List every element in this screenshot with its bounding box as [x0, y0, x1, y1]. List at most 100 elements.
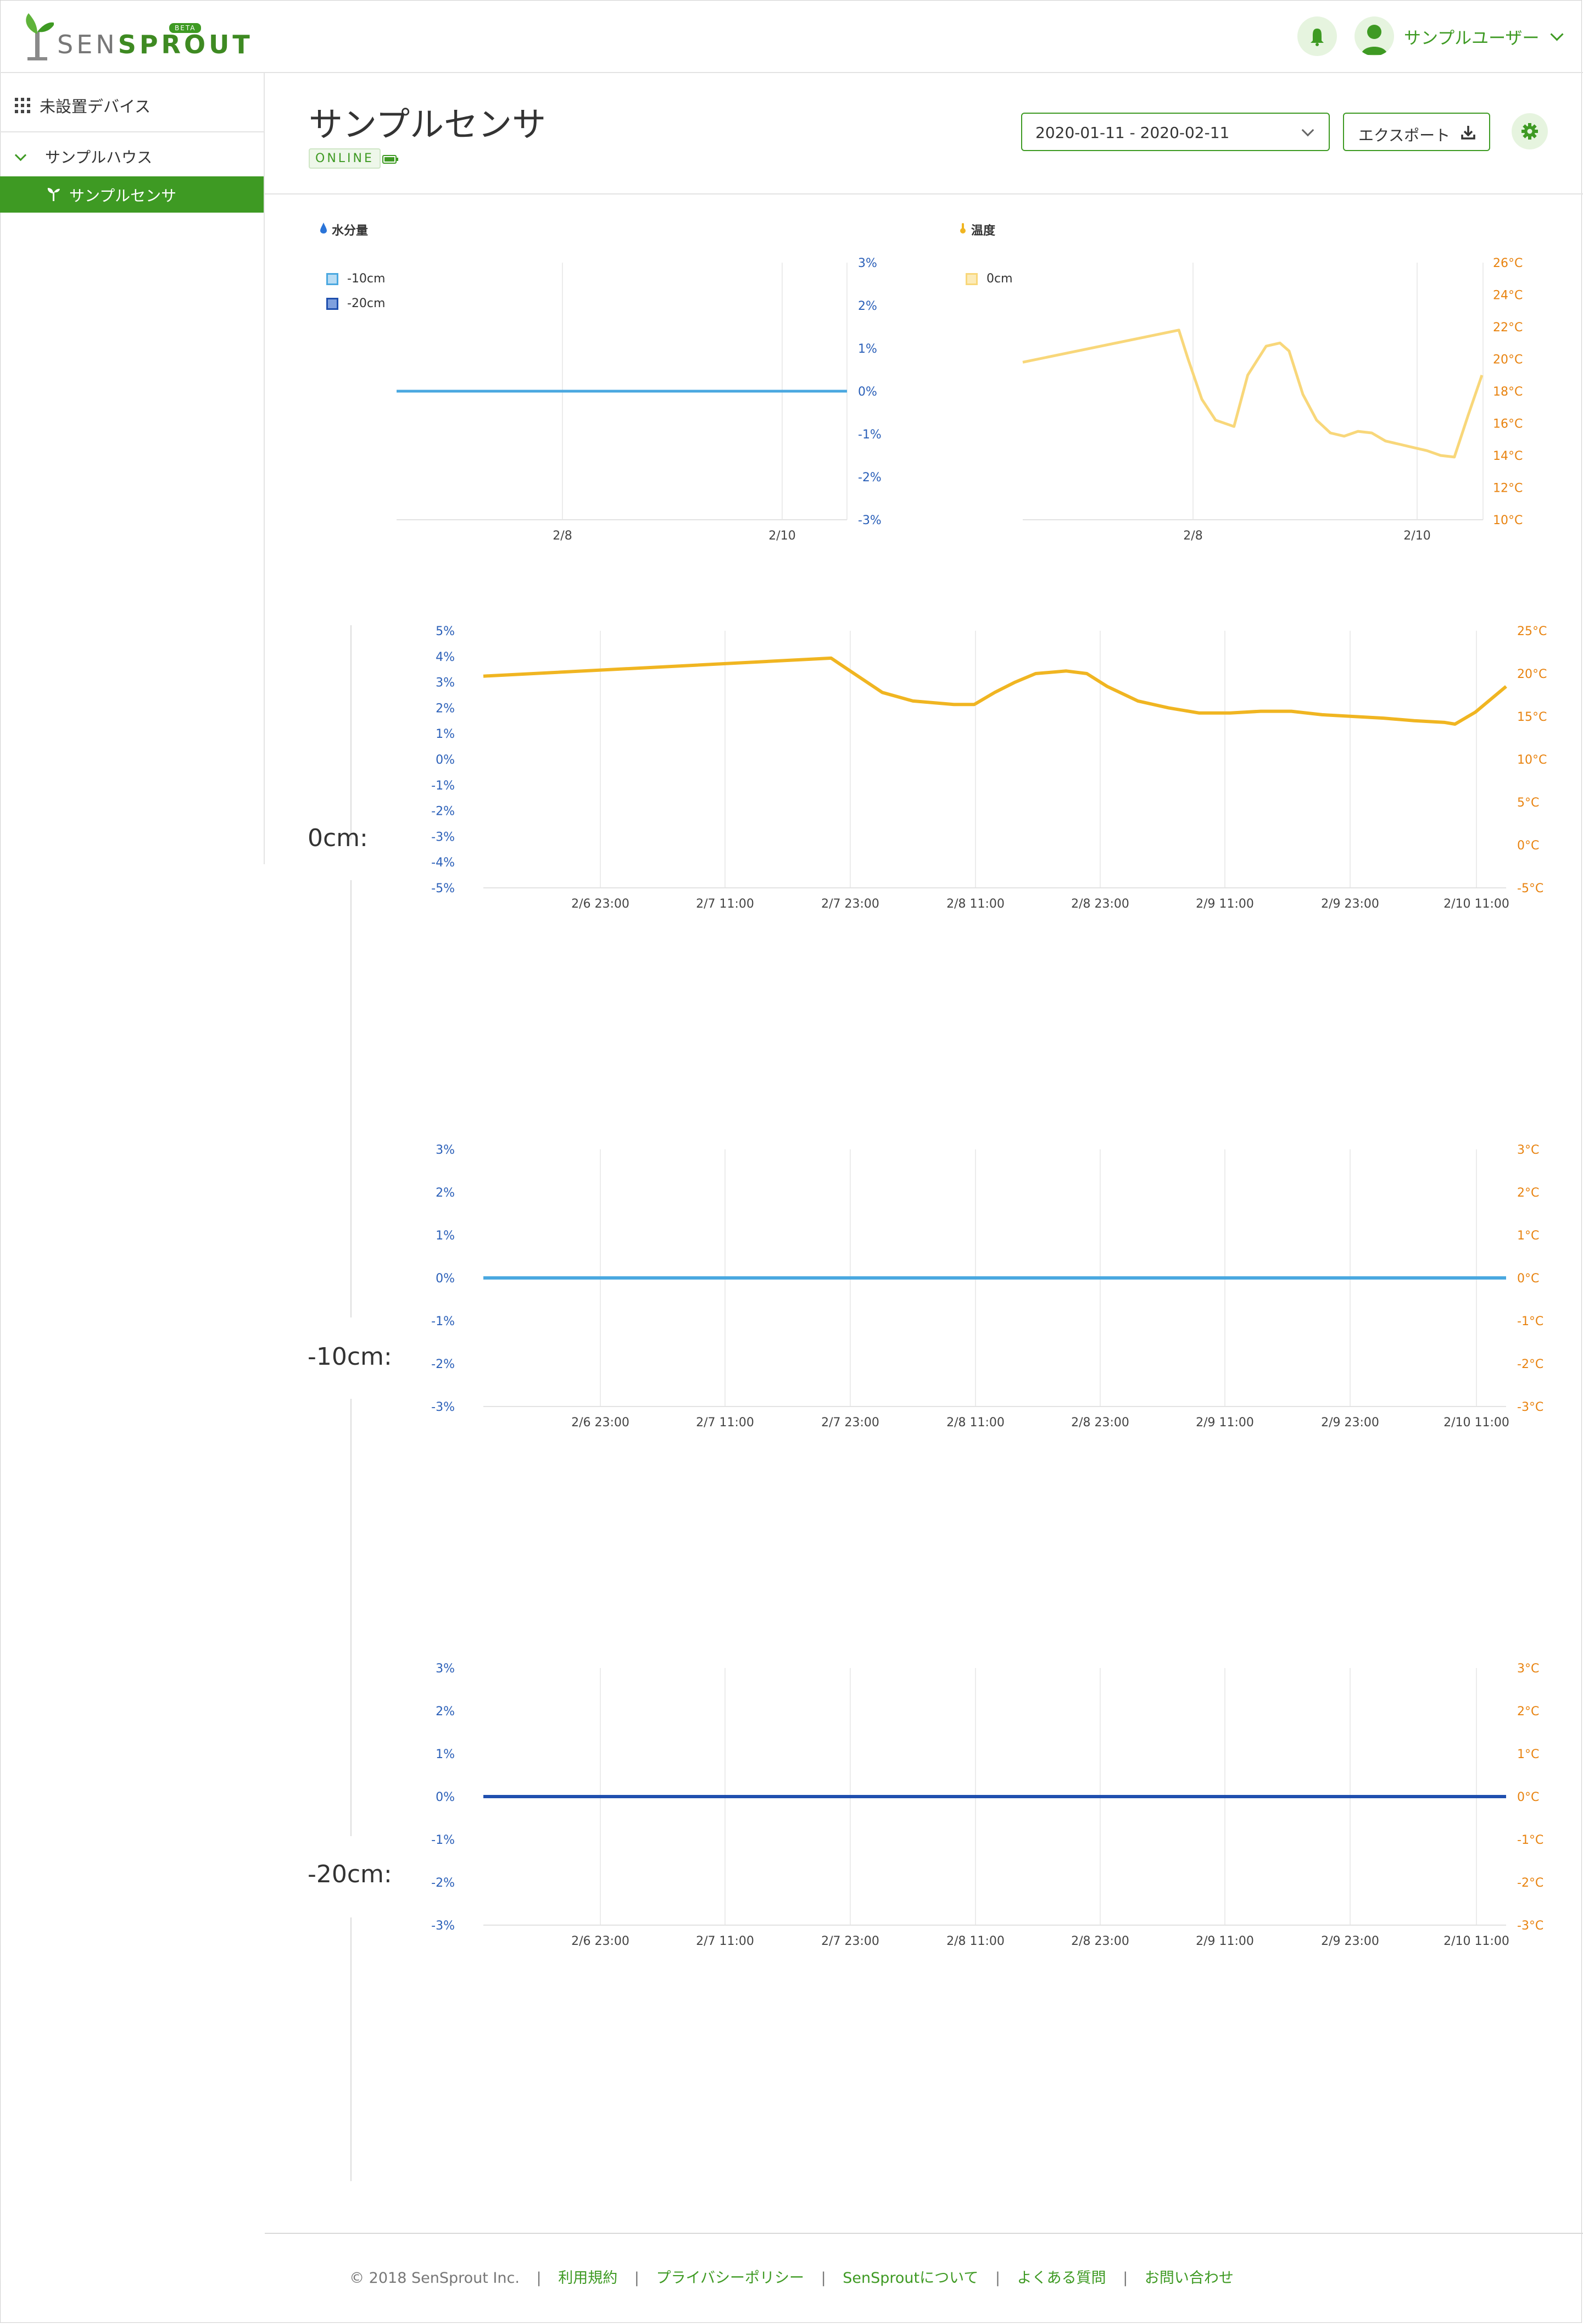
x-tick-label: 2/10 11:00 [1443, 1416, 1509, 1430]
footer-link-terms[interactable]: 利用規約 [558, 2270, 618, 2287]
y-tick-label: -3% [858, 514, 882, 527]
divider [265, 193, 1583, 194]
notification-button[interactable] [1297, 16, 1337, 56]
x-tick-label: 2/7 23:00 [821, 897, 879, 911]
y-tick-label: 20°C [1493, 353, 1523, 367]
y-right-tick-label: 0°C [1517, 1272, 1539, 1286]
legend-swatch [326, 298, 338, 310]
legend-swatch [966, 273, 978, 285]
y-right-tick-label: 3°C [1517, 1662, 1539, 1676]
y-right-tick-label: -3°C [1517, 1919, 1543, 1933]
x-tick-label: 2/8 11:00 [946, 1416, 1005, 1430]
y-tick-label: 0% [858, 385, 877, 399]
x-tick-label: 2/7 11:00 [696, 897, 754, 911]
y-left-tick-label: -3% [431, 1919, 455, 1933]
y-right-tick-label: -1°C [1517, 1315, 1543, 1328]
y-tick-label: 14°C [1493, 449, 1523, 463]
y-right-tick-label: 5°C [1517, 796, 1539, 810]
footer-link-about[interactable]: SenSproutについて [843, 2270, 979, 2287]
y-left-tick-label: -1% [431, 779, 455, 793]
status-badge: ONLINE [309, 148, 381, 169]
sensprout-logo[interactable]: SENSPROUT BETA [21, 8, 250, 63]
y-left-tick-label: -1% [431, 1315, 455, 1328]
sidebar-item-unset-devices[interactable]: 未設置デバイス [0, 73, 264, 132]
download-icon [1461, 126, 1475, 140]
x-tick-label: 2/10 [1403, 529, 1430, 543]
sidebar-item-sensor[interactable]: サンプルセンサ [0, 176, 264, 213]
y-left-tick-label: -2% [431, 1358, 455, 1371]
export-label: エクスポート [1358, 126, 1451, 144]
user-name[interactable]: サンプルユーザー [1404, 29, 1540, 48]
x-tick-label: 2/9 23:00 [1321, 897, 1379, 911]
y-left-tick-label: 4% [436, 651, 455, 664]
date-range-value: 2020-01-11 - 2020-02-11 [1035, 124, 1230, 142]
y-left-tick-label: 1% [436, 727, 455, 741]
y-tick-label: -1% [858, 428, 882, 442]
x-tick-label: 2/6 23:00 [571, 1416, 629, 1430]
x-tick-label: 2/10 11:00 [1443, 1934, 1509, 1948]
moisture-title: 水分量 [332, 224, 369, 238]
x-tick-label: 2/9 11:00 [1196, 1934, 1254, 1948]
user-avatar[interactable] [1355, 16, 1394, 56]
x-tick-label: 2/7 11:00 [696, 1416, 754, 1430]
footer-divider [265, 2233, 1583, 2234]
page-title: サンプルセンサ [309, 104, 547, 144]
y-left-tick-label: -3% [431, 1400, 455, 1414]
depth-label-20cm: -20cm: [308, 1860, 392, 1888]
depth-label-0cm: 0cm: [308, 824, 368, 852]
x-tick-label: 2/8 23:00 [1071, 897, 1129, 911]
y-left-tick-label: -4% [431, 856, 455, 870]
y-right-tick-label: -1°C [1517, 1833, 1543, 1847]
x-tick-label: 2/8 [1183, 529, 1202, 543]
footer-link-faq[interactable]: よくある質問 [1017, 2270, 1106, 2287]
y-right-tick-label: -3°C [1517, 1400, 1543, 1414]
y-tick-label: 16°C [1493, 418, 1523, 431]
y-left-tick-label: 0% [436, 753, 455, 767]
sidebar-item-house[interactable]: サンプルハウス [0, 139, 264, 172]
y-tick-label: 1% [858, 342, 877, 356]
x-tick-label: 2/6 23:00 [571, 897, 629, 911]
thermometer-icon [960, 223, 966, 233]
series-line [483, 656, 1507, 726]
x-tick-label: 2/7 11:00 [696, 1934, 754, 1948]
footer-link-contact[interactable]: お問い合わせ [1144, 2270, 1234, 2287]
y-left-tick-label: -2% [431, 1876, 455, 1890]
y-right-tick-label: 15°C [1517, 710, 1547, 724]
y-tick-label: -2% [858, 471, 882, 485]
legend-label: -10cm [347, 272, 386, 286]
y-left-tick-label: -2% [431, 805, 455, 819]
y-right-tick-label: -2°C [1517, 1358, 1543, 1371]
y-left-tick-label: 1% [436, 1748, 455, 1761]
x-tick-label: 2/9 23:00 [1321, 1416, 1379, 1430]
sidebar-item-label: サンプルハウス [45, 148, 153, 166]
y-left-tick-label: 3% [436, 676, 455, 690]
y-left-tick-label: 0% [436, 1272, 455, 1286]
series-line [1022, 329, 1484, 459]
date-range-select[interactable]: 2020-01-11 - 2020-02-11 [1021, 113, 1330, 151]
y-right-tick-label: 1°C [1517, 1748, 1539, 1761]
sidebar-item-label: 未設置デバイス [40, 97, 151, 116]
settings-button[interactable] [1512, 113, 1548, 149]
y-tick-label: 3% [858, 257, 877, 270]
x-tick-label: 2/9 11:00 [1196, 1416, 1254, 1430]
top-header: SENSPROUT BETA サンプルユーザー [0, 0, 1583, 73]
x-tick-label: 2/7 23:00 [821, 1416, 879, 1430]
copyright: © 2018 SenSprout Inc. [349, 2270, 520, 2287]
footer-link-privacy[interactable]: プライバシーポリシー [656, 2270, 804, 2287]
y-left-tick-label: 2% [436, 1705, 455, 1719]
x-tick-label: 2/8 11:00 [946, 897, 1005, 911]
divider [350, 880, 352, 1317]
sidebar-item-label: サンプルセンサ [69, 187, 177, 205]
x-tick-label: 2/7 23:00 [821, 1934, 879, 1948]
divider [350, 625, 352, 839]
battery-icon [382, 155, 398, 164]
x-tick-label: 2/8 [553, 529, 572, 543]
sprout-icon [47, 188, 60, 201]
export-button[interactable]: エクスポート [1343, 113, 1490, 151]
y-tick-label: 24°C [1493, 289, 1523, 303]
legend-label: 0cm [986, 272, 1013, 286]
y-right-tick-label: 1°C [1517, 1229, 1539, 1243]
y-left-tick-label: 3% [436, 1143, 455, 1157]
y-tick-label: 2% [858, 299, 877, 313]
